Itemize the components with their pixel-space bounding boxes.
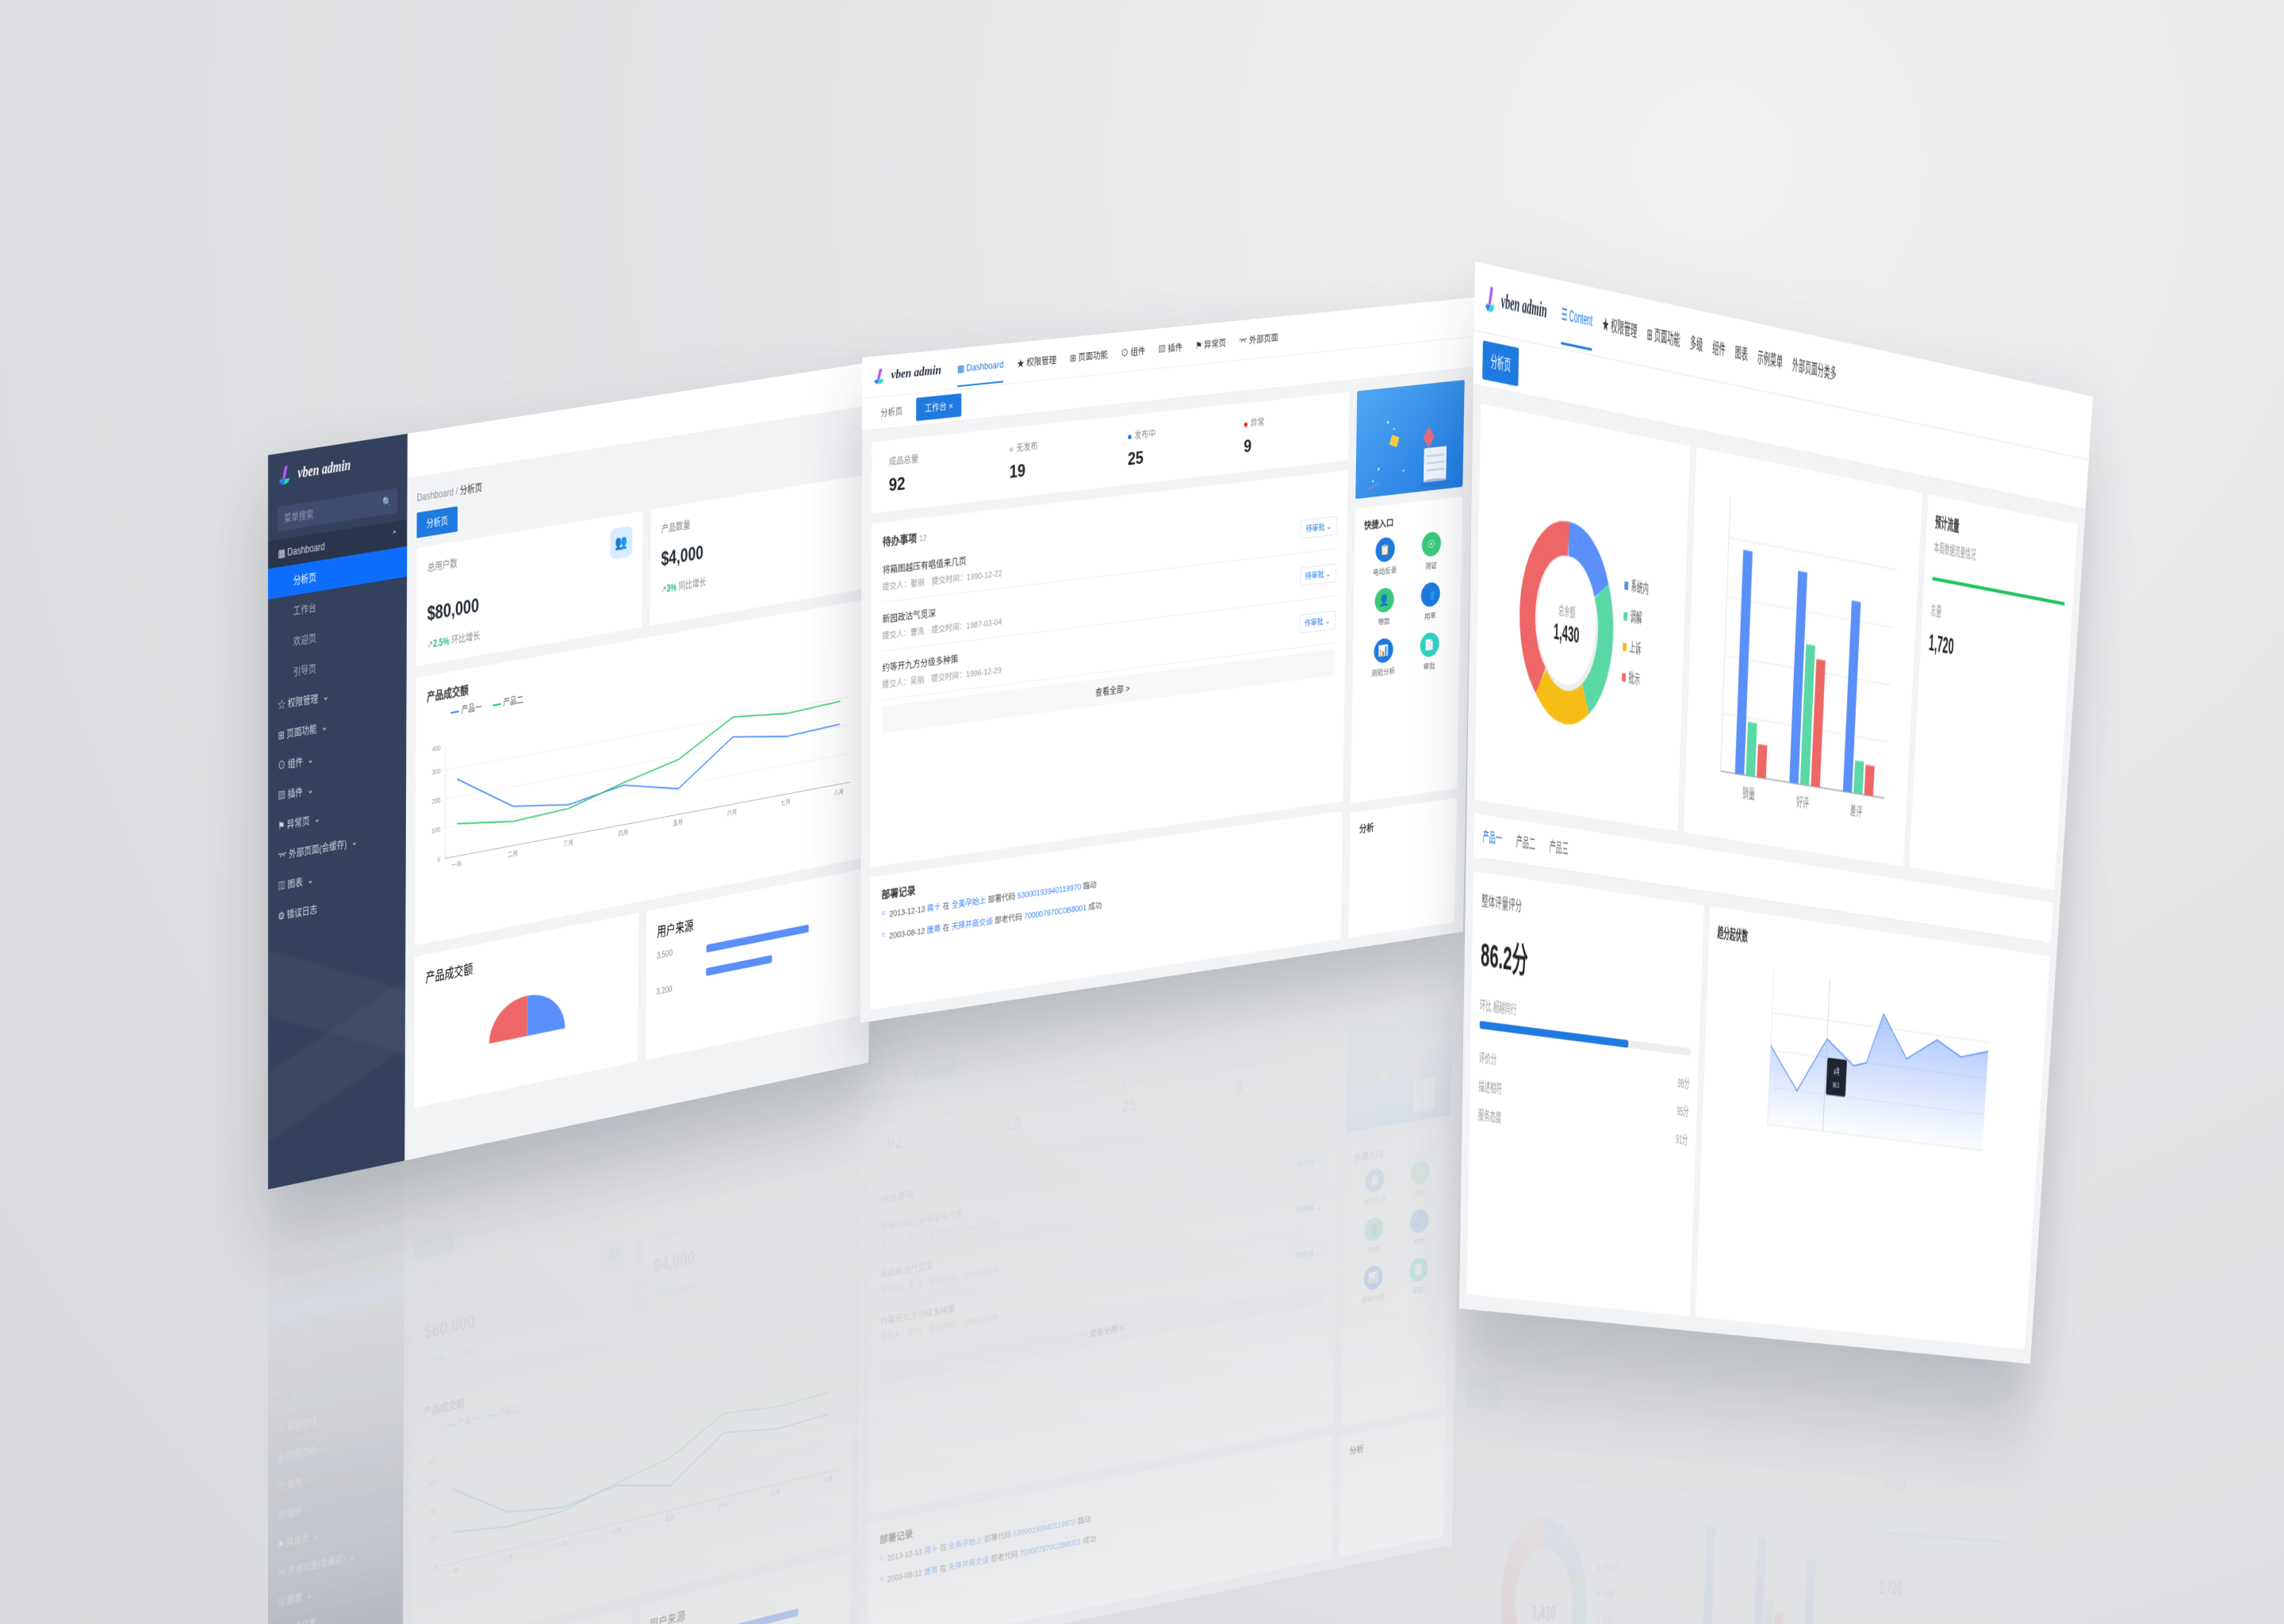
svg-text:六月: 六月 [718, 1500, 727, 1510]
svg-text:五月: 五月 [673, 818, 683, 828]
svg-text:七月: 七月 [780, 798, 790, 807]
svg-text:400: 400 [429, 1457, 438, 1466]
svg-text:差评: 差评 [1849, 803, 1862, 821]
svg-text:96.5: 96.5 [1833, 1081, 1840, 1090]
svg-text:八月: 八月 [834, 788, 843, 798]
svg-text:400: 400 [432, 744, 441, 753]
svg-text:销量: 销量 [1742, 786, 1755, 803]
svg-text:总余额: 总余额 [1536, 1588, 1552, 1601]
svg-text:总余额: 总余额 [1558, 603, 1576, 620]
svg-text:八月: 八月 [823, 1475, 833, 1484]
svg-text:好评: 好评 [1796, 795, 1810, 812]
svg-text:100: 100 [431, 825, 440, 835]
svg-text:0: 0 [437, 856, 440, 864]
svg-text:五月: 五月 [665, 1514, 674, 1523]
svg-text:二月: 二月 [503, 1553, 513, 1563]
svg-text:300: 300 [432, 767, 441, 776]
svg-text:二月: 二月 [508, 849, 518, 859]
svg-text:一月: 一月 [451, 860, 462, 869]
svg-text:七月: 七月 [771, 1488, 780, 1497]
svg-text:六月: 六月 [727, 807, 738, 818]
svg-text:三月: 三月 [558, 1540, 568, 1549]
svg-text:0: 0 [434, 1564, 437, 1572]
svg-text:1,430: 1,430 [1554, 619, 1580, 649]
svg-text:200: 200 [432, 796, 441, 806]
svg-text:1,430: 1,430 [1532, 1602, 1557, 1624]
svg-text:200: 200 [428, 1507, 437, 1516]
svg-text:三月: 三月 [563, 839, 573, 848]
svg-text:4月: 4月 [1834, 1067, 1840, 1077]
svg-text:四月: 四月 [611, 1526, 622, 1536]
svg-text:100: 100 [428, 1535, 437, 1545]
svg-text:四月: 四月 [619, 829, 629, 838]
svg-text:一月: 一月 [448, 1567, 458, 1576]
svg-text:300: 300 [429, 1479, 438, 1488]
